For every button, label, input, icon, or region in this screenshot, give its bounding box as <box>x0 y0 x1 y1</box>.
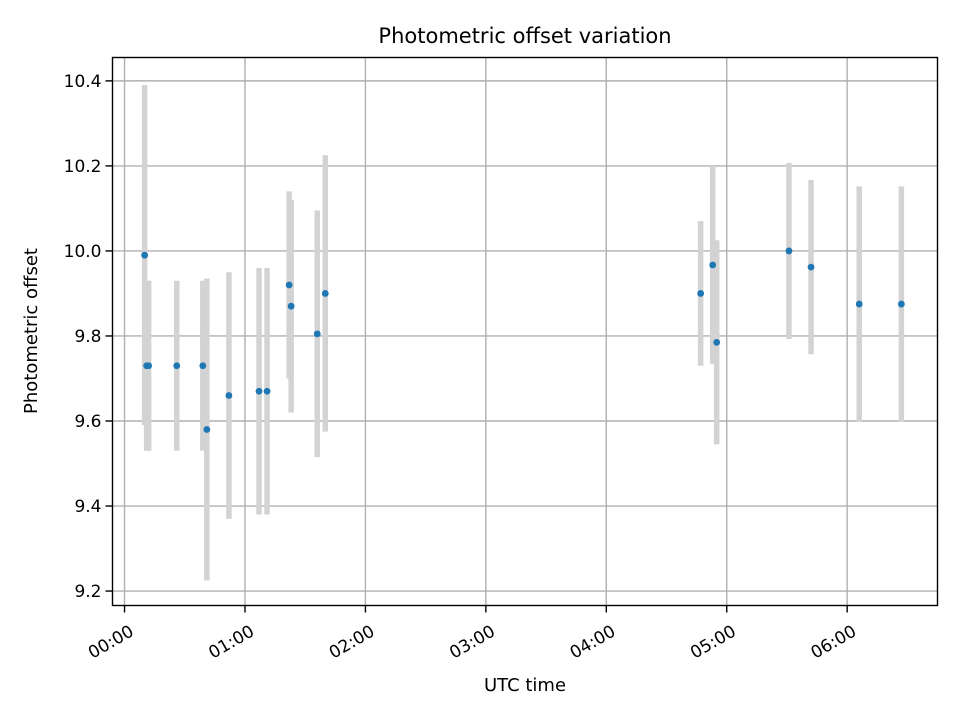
data-point <box>255 387 263 395</box>
y-axis-label: Photometric offset <box>21 248 42 414</box>
x-tick-label: 05:00 <box>687 622 739 664</box>
grid <box>112 57 938 606</box>
x-tick-label: 00:00 <box>85 622 137 664</box>
plot-frame <box>111 56 939 607</box>
data-point <box>141 251 149 259</box>
y-tick-label: 10.0 <box>64 242 102 262</box>
data-point <box>199 362 207 370</box>
data-point <box>145 362 153 370</box>
data-point <box>709 261 717 269</box>
data-point <box>203 426 211 433</box>
x-axis-ticks: 00:00 01:00 02:00 03:00 04:00 05:00 06:00 <box>85 605 860 664</box>
data-point <box>321 290 329 297</box>
data-point <box>225 392 233 399</box>
data-points <box>141 247 905 433</box>
x-axis-label: UTC time <box>484 675 566 696</box>
y-tick-label: 10.2 <box>64 157 102 177</box>
x-tick-label: 06:00 <box>808 622 860 664</box>
data-point <box>313 330 321 338</box>
data-point <box>697 290 705 297</box>
chart-title: Photometric offset variation <box>378 24 671 48</box>
y-tick-label: 9.6 <box>74 412 101 432</box>
y-axis-ticks: 9.2 9.4 9.6 9.8 10.0 10.2 10.4 <box>64 72 113 602</box>
x-tick-label: 04:00 <box>567 622 619 664</box>
data-point <box>855 300 863 308</box>
data-point <box>287 302 295 310</box>
y-tick-label: 10.4 <box>64 72 102 92</box>
y-tick-label: 9.8 <box>74 327 101 347</box>
x-tick-label: 03:00 <box>446 622 498 664</box>
data-point <box>285 281 293 289</box>
data-point <box>807 263 815 271</box>
y-tick-label: 9.2 <box>74 582 101 602</box>
x-tick-label: 01:00 <box>205 622 257 664</box>
data-point <box>897 300 905 308</box>
y-tick-label: 9.4 <box>74 497 101 517</box>
data-point <box>785 247 793 255</box>
data-point <box>263 387 271 395</box>
x-tick-label: 02:00 <box>326 622 378 664</box>
data-point <box>173 362 181 370</box>
data-point <box>713 338 721 346</box>
